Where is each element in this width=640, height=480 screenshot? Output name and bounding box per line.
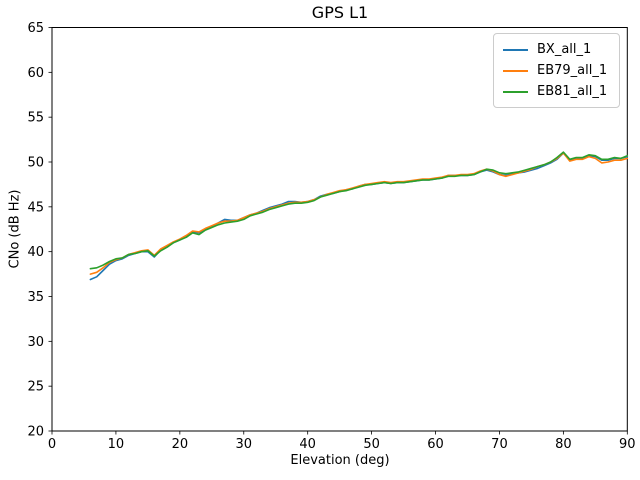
y-tick-label: 50 (27, 156, 44, 171)
y-tick-label: 20 (27, 425, 44, 440)
y-tick-label: 35 (27, 290, 44, 305)
legend: BX_all_1 EB79_all_1 EB81_all_1 (493, 33, 620, 108)
legend-line-sample (503, 69, 528, 72)
y-tick-label: 65 (27, 21, 44, 36)
x-tick-label: 20 (172, 437, 189, 452)
x-tick-label: 30 (235, 437, 252, 452)
x-tick-label: 0 (48, 437, 56, 452)
legend-entry-label: EB81_all_1 (537, 84, 608, 99)
x-tick-label: 60 (427, 437, 444, 452)
y-tick-label: 30 (27, 335, 44, 350)
y-tick-label: 40 (27, 245, 44, 260)
legend-entry-label: EB79_all_1 (537, 63, 608, 78)
series-line-EB81_all_1 (89, 151, 629, 270)
series-line-EB79_all_1 (89, 152, 629, 275)
legend-entry-label: BX_all_1 (537, 42, 592, 57)
x-tick-label: 40 (299, 437, 316, 452)
y-axis-label: CNo (dB Hz) (7, 189, 23, 269)
legend-entry: BX_all_1 (494, 39, 619, 60)
x-tick-label: 10 (108, 437, 125, 452)
axes-spines (51, 27, 628, 432)
legend-line-sample (503, 48, 528, 51)
x-tick-label: 50 (363, 437, 380, 452)
y-tick-label: 45 (27, 200, 44, 215)
legend-entry: EB79_all_1 (494, 60, 619, 81)
y-tick-label: 60 (27, 66, 44, 81)
x-tick-label: 70 (491, 437, 508, 452)
legend-line-sample (503, 90, 528, 93)
x-axis-label: Elevation (deg) (290, 453, 390, 468)
y-tick-label: 55 (27, 111, 44, 126)
x-tick-label: 90 (619, 437, 636, 452)
y-tick-label: 25 (27, 380, 44, 395)
x-tick-label: 80 (555, 437, 572, 452)
series-line-BX_all_1 (89, 152, 629, 281)
chart-title: GPS L1 (311, 3, 369, 22)
legend-entry: EB81_all_1 (494, 81, 619, 102)
